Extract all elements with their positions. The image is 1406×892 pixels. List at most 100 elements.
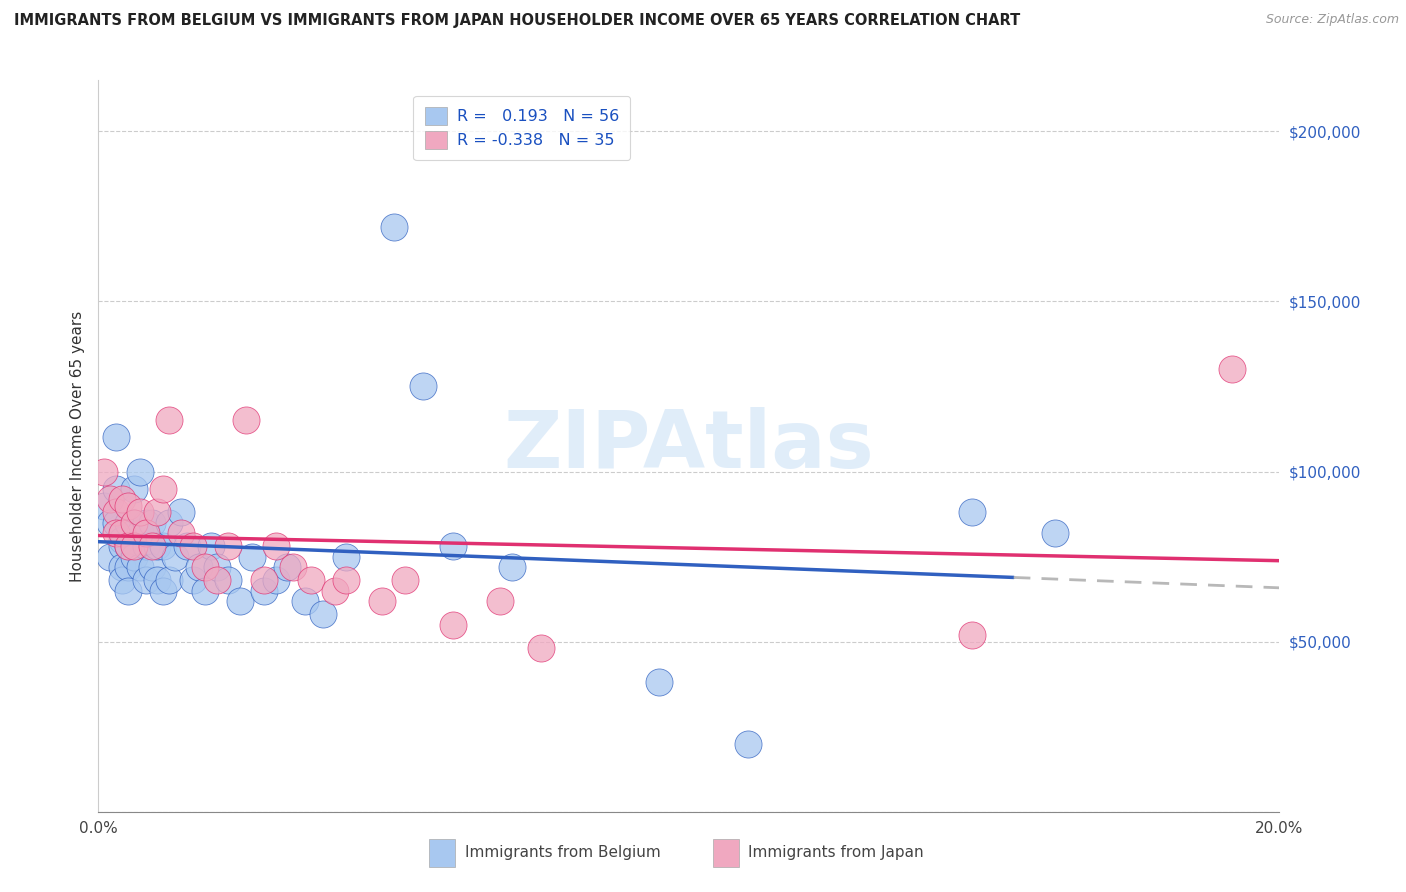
Point	[394, 574, 416, 588]
Point	[253, 583, 276, 598]
Point	[152, 482, 174, 496]
Point	[111, 540, 134, 554]
Bar	[713, 838, 738, 867]
Point	[501, 559, 523, 574]
Legend: R =   0.193   N = 56, R = -0.338   N = 35: R = 0.193 N = 56, R = -0.338 N = 35	[413, 95, 630, 161]
Point	[205, 559, 228, 574]
Point	[181, 574, 204, 588]
Point	[441, 540, 464, 554]
Text: Immigrants from Belgium: Immigrants from Belgium	[464, 846, 661, 860]
Point	[122, 516, 145, 530]
Point	[1043, 525, 1066, 540]
Point	[117, 559, 139, 574]
Point	[105, 516, 128, 530]
Point	[128, 559, 150, 574]
Point	[105, 430, 128, 444]
Point	[122, 482, 145, 496]
Point	[335, 549, 357, 564]
Point	[98, 516, 121, 530]
Point	[264, 540, 287, 554]
Point	[111, 574, 134, 588]
Point	[93, 499, 115, 513]
Text: ZIPAtlas: ZIPAtlas	[503, 407, 875, 485]
Point	[194, 583, 217, 598]
Point	[141, 540, 163, 554]
Point	[122, 540, 145, 554]
Point	[235, 413, 257, 427]
Bar	[429, 838, 456, 867]
Point	[253, 574, 276, 588]
Text: Source: ZipAtlas.com: Source: ZipAtlas.com	[1265, 13, 1399, 27]
Point	[152, 540, 174, 554]
Point	[135, 574, 157, 588]
Point	[299, 574, 322, 588]
Point	[240, 549, 263, 564]
Point	[146, 540, 169, 554]
Point	[117, 540, 139, 554]
Point	[187, 559, 209, 574]
Point	[276, 559, 298, 574]
Point	[105, 505, 128, 519]
Point	[335, 574, 357, 588]
Point	[111, 533, 134, 547]
Point	[200, 540, 222, 554]
Point	[194, 559, 217, 574]
Point	[117, 516, 139, 530]
Point	[98, 491, 121, 506]
Point	[93, 465, 115, 479]
Point	[229, 594, 252, 608]
Point	[312, 607, 335, 622]
Point	[111, 559, 134, 574]
Point	[441, 617, 464, 632]
Point	[737, 737, 759, 751]
Text: IMMIGRANTS FROM BELGIUM VS IMMIGRANTS FROM JAPAN HOUSEHOLDER INCOME OVER 65 YEAR: IMMIGRANTS FROM BELGIUM VS IMMIGRANTS FR…	[14, 13, 1021, 29]
Point	[962, 505, 984, 519]
Point	[111, 491, 134, 506]
Point	[157, 516, 180, 530]
Point	[105, 482, 128, 496]
Point	[135, 540, 157, 554]
Point	[122, 516, 145, 530]
Point	[152, 583, 174, 598]
Point	[205, 574, 228, 588]
Point	[382, 219, 405, 234]
Point	[146, 505, 169, 519]
Point	[217, 540, 239, 554]
Point	[371, 594, 394, 608]
Point	[98, 549, 121, 564]
Point	[128, 465, 150, 479]
Point	[294, 594, 316, 608]
Point	[111, 525, 134, 540]
Point	[264, 574, 287, 588]
Point	[122, 549, 145, 564]
Point	[283, 559, 305, 574]
Point	[165, 549, 187, 564]
Point	[170, 525, 193, 540]
Point	[141, 516, 163, 530]
Point	[157, 413, 180, 427]
Point	[117, 499, 139, 513]
Point	[648, 675, 671, 690]
Point	[530, 641, 553, 656]
Point	[489, 594, 512, 608]
Point	[128, 525, 150, 540]
Point	[117, 583, 139, 598]
Text: Immigrants from Japan: Immigrants from Japan	[748, 846, 924, 860]
Point	[141, 559, 163, 574]
Point	[181, 540, 204, 554]
Point	[1220, 362, 1243, 376]
Point	[128, 505, 150, 519]
Point	[412, 379, 434, 393]
Point	[962, 628, 984, 642]
Y-axis label: Householder Income Over 65 years: Householder Income Over 65 years	[69, 310, 84, 582]
Point	[105, 525, 128, 540]
Point	[135, 525, 157, 540]
Point	[146, 574, 169, 588]
Point	[157, 574, 180, 588]
Point	[217, 574, 239, 588]
Point	[170, 505, 193, 519]
Point	[323, 583, 346, 598]
Point	[117, 540, 139, 554]
Point	[176, 540, 198, 554]
Point	[135, 516, 157, 530]
